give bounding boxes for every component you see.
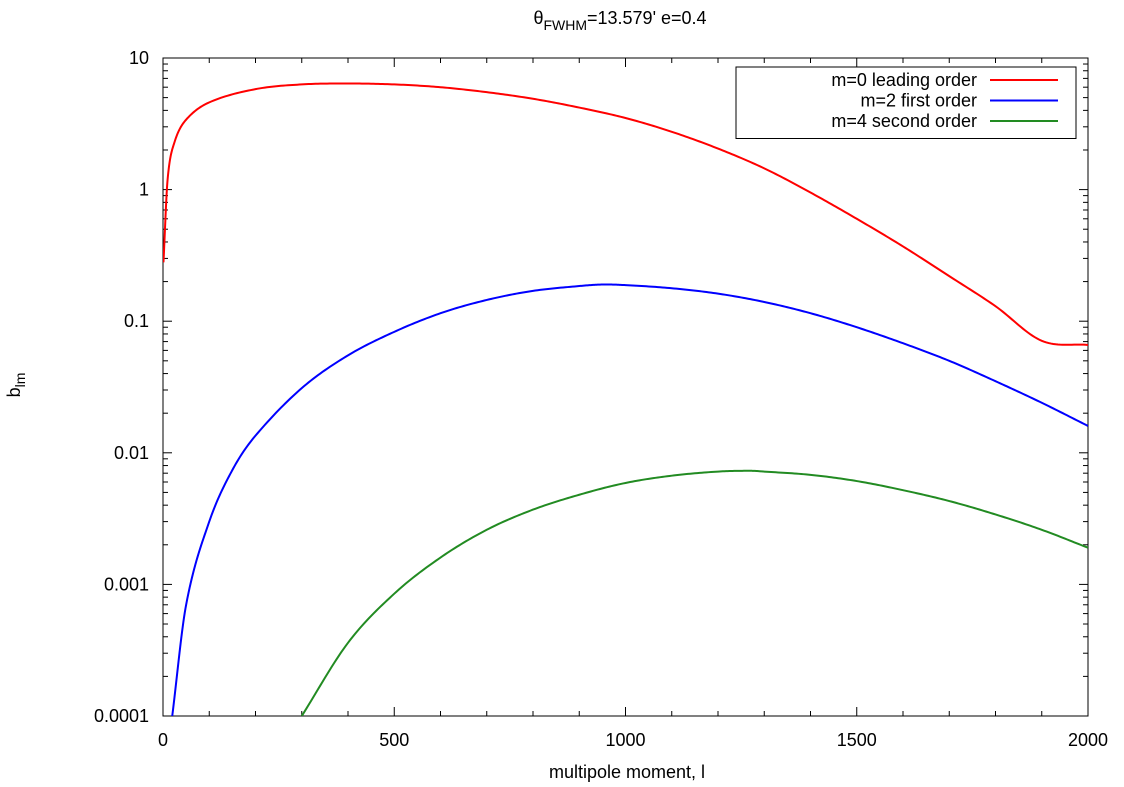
data-point	[717, 471, 719, 473]
data-point	[671, 131, 673, 133]
legend-label: m=0 leading order	[831, 70, 977, 90]
data-point	[810, 312, 812, 314]
data-point	[856, 326, 858, 328]
data-point	[208, 101, 210, 103]
plot-area: 0 500 1000 1500 2000 0.0001 0.001 0.01 0.1 1 10	[94, 48, 1108, 750]
x-tick-label: 1500	[837, 730, 877, 750]
data-point	[1041, 529, 1043, 531]
data-point	[301, 387, 303, 389]
data-point	[532, 509, 534, 511]
data-point	[174, 141, 176, 143]
data-point	[185, 604, 187, 606]
chart-title-subscript: FWHM	[543, 17, 587, 33]
data-point	[347, 642, 349, 644]
data-point	[440, 86, 442, 88]
data-point	[393, 83, 395, 85]
y-tick-label: 0.01	[114, 443, 149, 463]
data-point	[717, 148, 719, 150]
data-point	[231, 469, 233, 471]
data-point	[255, 435, 257, 437]
data-point	[578, 494, 580, 496]
y-tick-label: 0.001	[104, 574, 149, 594]
data-point	[902, 245, 904, 247]
data-point	[948, 275, 950, 277]
data-point	[749, 470, 751, 472]
data-point	[625, 482, 627, 484]
series-line	[163, 82, 1088, 346]
data-point	[810, 474, 812, 476]
legend-label: m=4 second order	[831, 111, 977, 131]
data-point	[625, 284, 627, 286]
data-point	[763, 301, 765, 303]
data-point	[995, 305, 997, 307]
x-tick-label: 0	[158, 730, 168, 750]
y-axis-title-base: b	[4, 387, 24, 397]
y-axis-title-subscript: lm	[12, 373, 28, 388]
data-point	[1087, 344, 1089, 346]
data-point	[995, 380, 997, 382]
data-point	[347, 354, 349, 356]
data-point	[671, 287, 673, 289]
data-point	[902, 342, 904, 344]
data-point	[440, 557, 442, 559]
y-axis-title: blm	[4, 373, 28, 398]
y-tick-label: 0.1	[124, 311, 149, 331]
data-point	[440, 312, 442, 314]
data-point	[185, 119, 187, 121]
series-line	[171, 283, 1088, 716]
data-point	[532, 290, 534, 292]
data-point	[625, 117, 627, 119]
data-point	[1087, 425, 1089, 427]
data-point	[1041, 402, 1043, 404]
data-point	[486, 299, 488, 301]
data-point	[208, 521, 210, 523]
x-tick-label: 2000	[1068, 730, 1108, 750]
series-line	[300, 469, 1088, 716]
data-point	[1087, 547, 1089, 549]
data-point	[671, 475, 673, 477]
data-point	[948, 500, 950, 502]
legend-label: m=2 first order	[860, 91, 977, 111]
data-point	[717, 293, 719, 295]
data-point	[393, 593, 395, 595]
data-point	[763, 471, 765, 473]
chart-title-rest: =13.579' e=0.4	[587, 8, 707, 28]
data-point	[995, 513, 997, 515]
chart-title-symbol: θ	[533, 8, 543, 28]
legend-box	[735, 66, 1077, 139]
x-tick-label: 500	[379, 730, 409, 750]
y-tick-label: 0.0001	[94, 706, 149, 726]
data-point	[393, 331, 395, 333]
y-tick-label: 1	[139, 180, 149, 200]
data-point	[902, 489, 904, 491]
data-point	[763, 167, 765, 169]
data-point	[856, 480, 858, 482]
data-point	[347, 83, 349, 85]
data-point	[301, 715, 303, 717]
data-point	[578, 285, 580, 287]
data-point	[167, 178, 169, 180]
chart-title: θFWHM=13.579' e=0.4	[533, 8, 706, 33]
data-point	[578, 107, 580, 109]
data-point	[301, 83, 303, 85]
data-point	[486, 91, 488, 93]
data-point	[856, 218, 858, 220]
data-point	[810, 192, 812, 194]
data-point	[171, 715, 173, 717]
data-point	[601, 284, 603, 286]
x-axis-title: multipole moment, l	[549, 762, 705, 782]
x-tick-label: 1000	[605, 730, 645, 750]
data-point	[486, 529, 488, 531]
y-tick-label: 10	[129, 48, 149, 68]
data-point	[532, 98, 534, 100]
data-point	[1041, 340, 1043, 342]
data-point	[948, 360, 950, 362]
data-point	[255, 88, 257, 90]
